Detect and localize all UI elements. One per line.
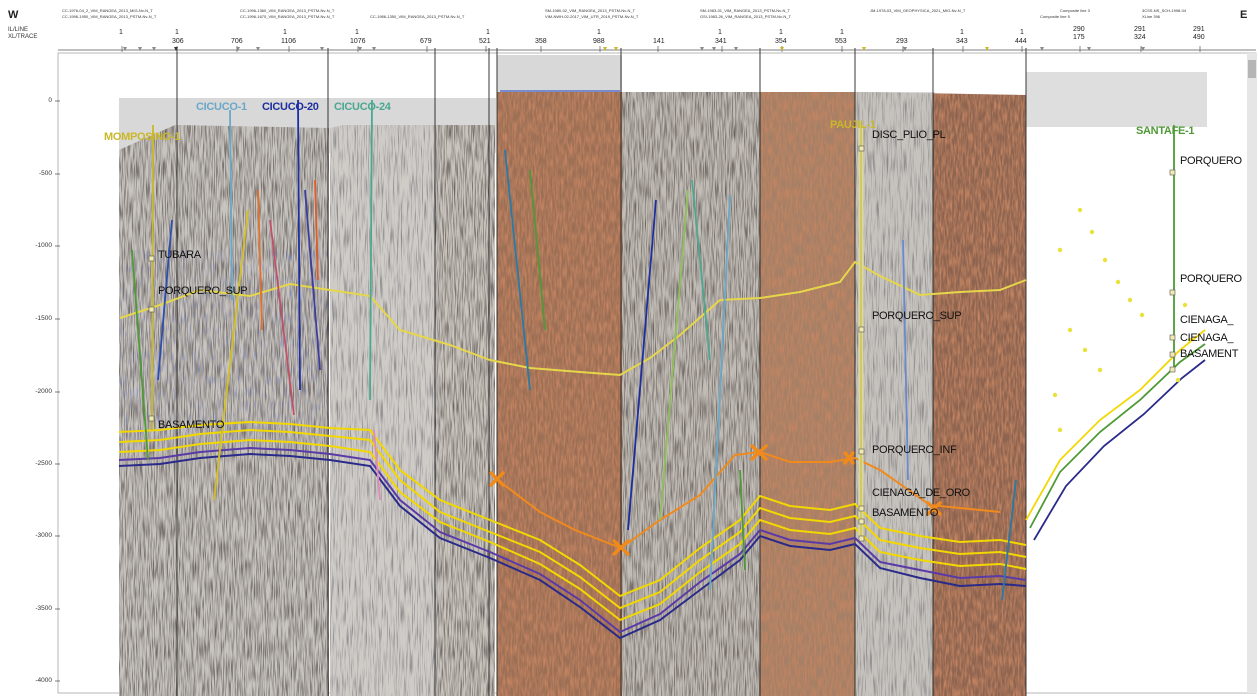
inline-number: 1 [175, 29, 179, 36]
trace-number: 175 [1073, 34, 1085, 41]
inline-number: 1 [597, 29, 601, 36]
horizon-label: CIENAGA_ [1180, 332, 1234, 344]
well-top-markers [148, 145, 1176, 542]
inline-number: 1 [718, 29, 722, 36]
depth-tick-label: -1500 [35, 315, 52, 322]
inline-number: 290 [1073, 26, 1085, 33]
trace-number: 354 [775, 38, 787, 45]
depth-tick-label: -1000 [35, 242, 52, 249]
horizon-label: CIENAGA_DE_ORO [872, 487, 970, 499]
east-label: E [1240, 9, 1248, 21]
trace-number: 141 [653, 38, 665, 45]
west-label: W [8, 9, 19, 21]
upper-mute-zone-center [497, 55, 622, 95]
line-name: XLine 396 [1142, 14, 1161, 19]
well-label-cicuco-24[interactable]: CICUCO-24 [334, 101, 391, 113]
inline-number: 1 [283, 29, 287, 36]
depth-tick-label: -3000 [35, 532, 52, 539]
yellow-horizon-upper [119, 260, 1027, 377]
trace-number: 358 [535, 38, 547, 45]
trace-number: 324 [1134, 34, 1146, 41]
horizon-label: PORQUERO_INF [872, 444, 957, 456]
horizon-label: CIENAGA_ [1180, 314, 1234, 326]
horizon-label: TUBARA [158, 249, 201, 261]
depth-tick-label: -4000 [35, 677, 52, 684]
horizon-label: PORQUERO [1180, 155, 1242, 167]
inline-number: 1 [960, 29, 964, 36]
line-name: CC-1996-1950_VIM_RANGEA_2013_PSTM-Nv-N_T [62, 14, 157, 19]
line-name: CC-1996-1670_VIM_RANGEA_2013_PSTM-Nv-N_T [240, 14, 335, 19]
scrollbar-thumb[interactable] [1248, 60, 1256, 78]
depth-tick-label: -2000 [35, 388, 52, 395]
inline-number: 1 [779, 29, 783, 36]
trace-number: 341 [715, 38, 727, 45]
line-name: Composite line 5 [1040, 14, 1070, 19]
horizon-label: BASAMENTO [158, 419, 225, 431]
line-name: CC-1996-1360_VIM_RANGEA_2013_PSTM-Nv-N_T [240, 8, 335, 13]
inline-number: 291 [1193, 26, 1205, 33]
trace-number: 553 [835, 38, 847, 45]
trace-number: 306 [172, 38, 184, 45]
line-name: Composite line 3 [1060, 8, 1090, 13]
east-panel-picks [1052, 207, 1193, 433]
well-label-paujil[interactable]: PAUJIL-1 [830, 119, 876, 131]
trace-number: 679 [420, 38, 432, 45]
inline-number: 1 [355, 29, 359, 36]
line-name: 3CSS-NS_SCH-1998-04 [1142, 8, 1187, 13]
header-triangle-markers [123, 47, 1145, 51]
inline-number: 1 [119, 29, 123, 36]
upper-mute-zone-far-east [1026, 72, 1207, 127]
line-name: SM-1983-01_VIM_RANGEA_2013_PSTM-Nv-N_T [700, 8, 791, 13]
horizon-label: PORQUERO_SUP [158, 285, 248, 297]
horizon-label: BASAMENT [1180, 348, 1239, 360]
depth-tick-label: 0 [48, 97, 52, 104]
depth-tick-label: -3500 [35, 605, 52, 612]
well-label-santafe[interactable]: SANTAFE-1 [1136, 125, 1195, 137]
line-name: CC-1976-04_2_VIM_RANGEA_2013_MIG-Nv-N_T [62, 8, 153, 13]
line-name: CC-1986-1350_VIM_RANGEA_2013_PSTM-Nv-N_T [370, 14, 465, 19]
trace-number: 490 [1193, 34, 1205, 41]
well-label-cicuco-20[interactable]: CICUCO-20 [262, 101, 319, 113]
horizon-label: PORQUERO [1180, 273, 1242, 285]
inline-number: 1 [840, 29, 844, 36]
line-name: GSI-1983-26_VIM_RANGEA_2013_PSTM-Nv-N_T [700, 14, 791, 19]
depth-axis-ticks [55, 100, 60, 682]
depth-tick-label: -500 [38, 170, 52, 177]
trace-number: 706 [231, 38, 243, 45]
vertical-scrollbar[interactable] [1247, 53, 1257, 693]
line-name: SM-1980-02_VIM_RANGEA_2013_PSTM-Nv-N_T [545, 8, 636, 13]
inline-number: 291 [1134, 26, 1146, 33]
inline-number: 1 [1020, 29, 1024, 36]
trace-number: 988 [593, 38, 605, 45]
inline-number: 1 [486, 29, 490, 36]
line-intersection-markers [176, 48, 1027, 696]
trace-number: 293 [896, 38, 908, 45]
well-trajectories-and-faults [131, 99, 1175, 601]
trace-number: 444 [1015, 38, 1027, 45]
horizon-label: PORQUERO_SUP [872, 310, 962, 322]
horizon-label: BASAMENTO [872, 507, 939, 519]
line-name: JM-1978-03_VIM_GEOPHYSICA_2021_MIG-Nv-N_… [870, 8, 966, 13]
horizon-label: DISC_PLIO_PL [872, 129, 946, 141]
line-name: VIM-NWH-02-2017_VIM_UTR_2019_PSTM-Nv-N_T [545, 14, 639, 19]
well-label-mompox[interactable]: MOMPOSINO-1 [104, 131, 181, 143]
trace-number: 1106 [281, 38, 297, 45]
trace-number: 1076 [350, 38, 366, 45]
trace-number: 521 [479, 38, 491, 45]
deep-horizons [118, 329, 1206, 640]
well-label-cicuco-1[interactable]: CICUCO-1 [196, 101, 247, 113]
depth-tick-label: -2500 [35, 460, 52, 467]
inline-label: IL/LINE [8, 27, 29, 33]
trace-number: 343 [956, 38, 968, 45]
trace-label: XL/TRACE [8, 34, 38, 40]
fault-intersection-markers [489, 444, 942, 556]
